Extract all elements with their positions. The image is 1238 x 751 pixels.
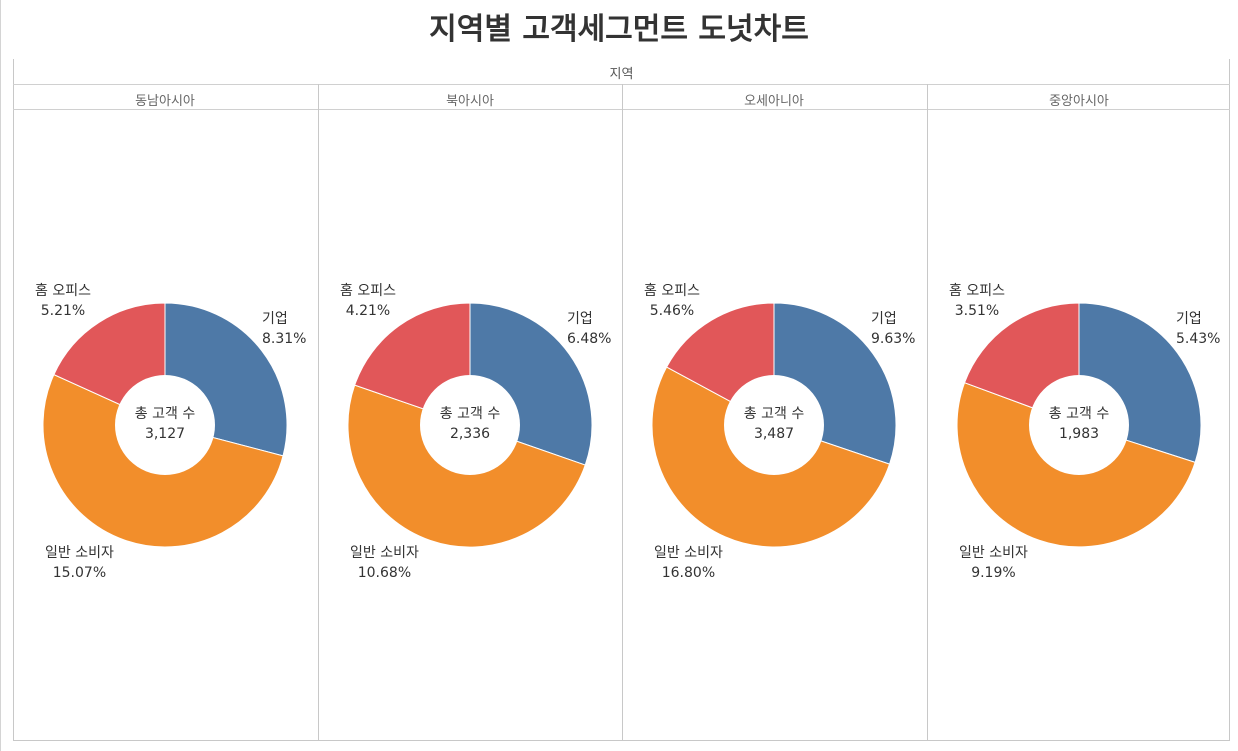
label-corporate: 기업 9.63% xyxy=(871,309,915,349)
label-corporate-segment: 기업 xyxy=(1176,311,1202,327)
label-consumer-percent: 10.68% xyxy=(357,565,412,581)
label-consumer-segment: 일반 소비자 xyxy=(45,545,114,561)
donut-center-label: 총 고객 수 1,983 xyxy=(1019,404,1139,444)
label-home-office: 홈 오피스 4.21% xyxy=(340,281,396,321)
label-home-office-percent: 5.21% xyxy=(40,303,86,319)
label-corporate: 기업 8.31% xyxy=(262,309,306,349)
window-edge xyxy=(0,0,1,751)
column-header-title: 지역 xyxy=(609,67,634,82)
label-home-office-segment: 홈 오피스 xyxy=(340,283,396,299)
label-corporate: 기업 6.48% xyxy=(567,309,611,349)
label-consumer: 일반 소비자 9.19% xyxy=(959,543,1028,583)
label-home-office: 홈 오피스 5.46% xyxy=(644,281,700,321)
label-consumer-percent: 16.80% xyxy=(661,565,716,581)
label-consumer: 일반 소비자 16.80% xyxy=(654,543,723,583)
label-consumer-segment: 일반 소비자 xyxy=(654,545,723,561)
label-corporate-segment: 기업 xyxy=(262,311,288,327)
label-consumer: 일반 소비자 10.68% xyxy=(350,543,419,583)
label-consumer-percent: 9.19% xyxy=(971,565,1016,581)
column-label-중앙아시아: 중앙아시아 xyxy=(1049,94,1109,109)
column-separator xyxy=(927,84,928,740)
center-total: 3,487 xyxy=(753,426,795,442)
label-home-office: 홈 오피스 5.21% xyxy=(35,281,91,321)
center-title: 총 고객 수 xyxy=(743,406,805,422)
label-home-office-percent: 3.51% xyxy=(954,303,1000,319)
column-label-동남아시아: 동남아시아 xyxy=(135,94,195,109)
center-title: 총 고객 수 xyxy=(134,406,196,422)
label-corporate-percent: 6.48% xyxy=(567,331,612,347)
label-corporate-segment: 기업 xyxy=(871,311,897,327)
header-divider xyxy=(13,84,1230,85)
label-home-office-percent: 5.46% xyxy=(649,303,695,319)
column-label-북아시아: 북아시아 xyxy=(446,94,494,109)
label-home-office-segment: 홈 오피스 xyxy=(35,283,91,299)
center-total: 1,983 xyxy=(1058,426,1100,442)
donut-center-label: 총 고객 수 2,336 xyxy=(410,404,530,444)
label-home-office: 홈 오피스 3.51% xyxy=(949,281,1005,321)
chart-frame xyxy=(13,59,1230,741)
donut-center-label: 총 고객 수 3,487 xyxy=(714,404,834,444)
label-home-office-segment: 홈 오피스 xyxy=(949,283,1005,299)
label-consumer-segment: 일반 소비자 xyxy=(350,545,419,561)
center-title: 총 고객 수 xyxy=(439,406,501,422)
donut-hole xyxy=(1029,375,1129,475)
chart-title: 지역별 고객세그먼트 도넛차트 xyxy=(429,12,809,47)
center-total: 2,336 xyxy=(449,426,491,442)
column-label-오세아니아: 오세아니아 xyxy=(744,94,804,109)
center-title: 총 고객 수 xyxy=(1048,406,1110,422)
label-corporate: 기업 5.43% xyxy=(1176,309,1220,349)
donut-hole xyxy=(724,375,824,475)
label-corporate-percent: 5.43% xyxy=(1176,331,1221,347)
donut-center-label: 총 고객 수 3,127 xyxy=(105,404,225,444)
label-home-office-segment: 홈 오피스 xyxy=(644,283,700,299)
label-corporate-segment: 기업 xyxy=(567,311,593,327)
donut-hole xyxy=(420,375,520,475)
label-corporate-percent: 8.31% xyxy=(262,331,307,347)
column-header-divider xyxy=(13,109,1230,110)
column-separator xyxy=(318,84,319,740)
center-total: 3,127 xyxy=(144,426,186,442)
label-consumer-segment: 일반 소비자 xyxy=(959,545,1028,561)
label-home-office-percent: 4.21% xyxy=(345,303,391,319)
donut-hole xyxy=(115,375,215,475)
label-corporate-percent: 9.63% xyxy=(871,331,916,347)
column-separator xyxy=(622,84,623,740)
label-consumer-percent: 15.07% xyxy=(52,565,107,581)
label-consumer: 일반 소비자 15.07% xyxy=(45,543,114,583)
